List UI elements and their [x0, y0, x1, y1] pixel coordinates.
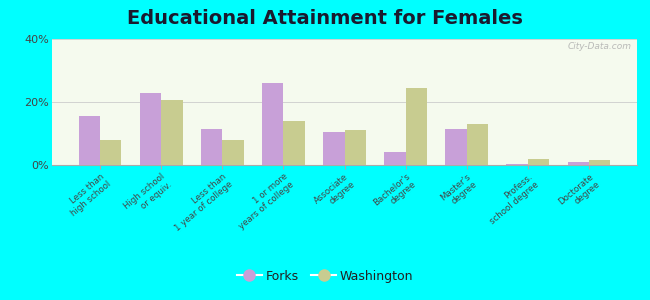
Bar	[344, 130, 366, 165]
Bar	[445, 129, 467, 165]
Bar	[161, 100, 183, 165]
Bar	[506, 164, 528, 165]
Bar	[589, 160, 610, 165]
Text: Educational Attainment for Females: Educational Attainment for Females	[127, 9, 523, 28]
Text: City-Data.com: City-Data.com	[567, 41, 631, 50]
Bar	[100, 140, 122, 165]
Bar	[406, 88, 427, 165]
Bar	[201, 129, 222, 165]
Bar	[384, 152, 406, 165]
Bar	[567, 163, 589, 165]
Legend: Forks, Washington: Forks, Washington	[231, 265, 419, 288]
Bar	[467, 124, 488, 165]
Bar	[262, 83, 283, 165]
Bar	[283, 121, 305, 165]
Bar	[79, 116, 100, 165]
Bar	[222, 140, 244, 165]
Bar	[323, 132, 345, 165]
Bar	[528, 159, 549, 165]
Bar	[140, 92, 161, 165]
